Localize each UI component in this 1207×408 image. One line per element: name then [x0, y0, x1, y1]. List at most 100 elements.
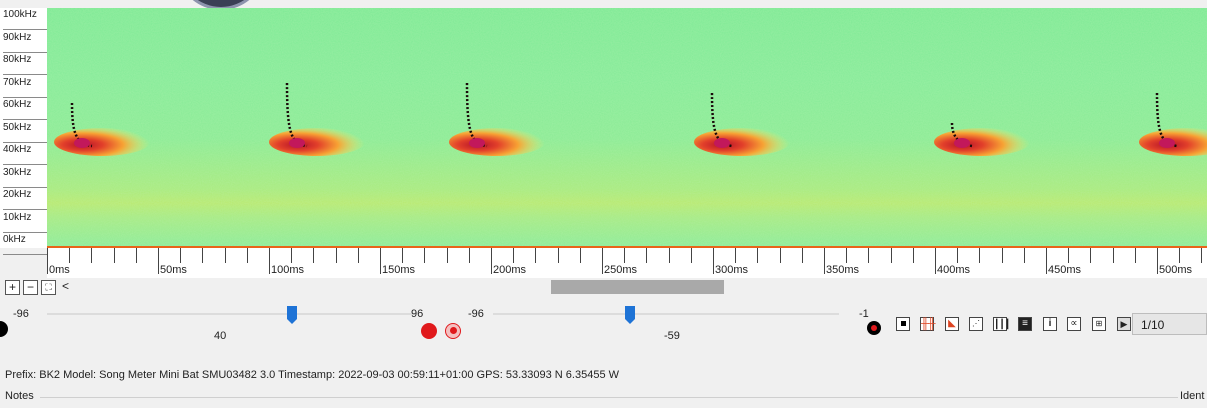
time-tick [801, 248, 803, 263]
frequency-tick-label: 30kHz [3, 166, 47, 188]
right-slider-track[interactable] [493, 313, 839, 315]
time-tick-label: 100ms [271, 264, 305, 276]
time-tick [1112, 248, 1114, 263]
time-tick-label: 0ms [49, 264, 70, 276]
bat-call [269, 82, 365, 156]
time-tick [424, 248, 426, 263]
time-tick [713, 248, 714, 274]
time-tick [935, 248, 936, 274]
spectrogram-calls [47, 8, 1207, 246]
time-tick [69, 248, 71, 263]
time-tick-label: 50ms [160, 264, 187, 276]
time-tick [1134, 248, 1136, 263]
time-tick [579, 248, 581, 263]
time-tick [535, 248, 537, 263]
time-tick [113, 248, 115, 263]
time-tick [47, 248, 48, 274]
time-tick [1201, 248, 1203, 263]
waveform-icon[interactable]: ╫╫ [920, 317, 936, 331]
time-tick [624, 248, 626, 263]
record-dot-icon[interactable] [421, 323, 437, 339]
marker-icon[interactable]: ◣ [945, 317, 959, 331]
left-slider-max-label: 96 [411, 308, 424, 320]
stop-icon[interactable] [896, 317, 910, 331]
frequency-tick-label: 10kHz [3, 211, 47, 233]
time-tick [890, 248, 892, 263]
time-tick [868, 248, 870, 263]
time-tick [824, 248, 825, 274]
ident-label: Ident [1180, 390, 1205, 402]
time-tick [135, 248, 137, 263]
right-slider-thumb[interactable] [625, 306, 635, 324]
frequency-axis: 100kHz 90kHz 80kHz 70kHz 60kHz 50kHz 40kHz 30kH… [0, 8, 47, 255]
frequency-tick-label: 20kHz [3, 188, 47, 210]
time-tick [357, 248, 359, 263]
time-tick [446, 248, 448, 263]
time-tick-label: 200ms [493, 264, 527, 276]
time-tick [1068, 248, 1070, 263]
page-indicator: 1/10 [1132, 313, 1207, 335]
time-tick [912, 248, 914, 263]
time-tick [246, 248, 248, 263]
time-axis: 0ms 50ms 100ms 150ms 200ms 250ms 300ms 350ms 400… [47, 248, 1207, 278]
notes-separator [40, 397, 1178, 398]
time-tick [202, 248, 204, 263]
left-handle-icon [0, 321, 14, 337]
time-tick [957, 248, 959, 263]
frequency-tick-label: 0kHz [3, 233, 47, 255]
time-tick [402, 248, 404, 263]
spectrogram[interactable] [47, 8, 1207, 246]
frequency-tick-label: 50kHz [3, 121, 47, 143]
zoom-fit-button[interactable]: ⛶ [41, 280, 56, 295]
table-icon[interactable]: ⊞ [1092, 317, 1106, 331]
time-tick [1023, 248, 1025, 263]
bat-call [449, 82, 545, 156]
left-slider-track[interactable] [47, 313, 415, 315]
time-tick [158, 248, 159, 274]
time-axis-baseline [47, 246, 1207, 248]
time-tick [1090, 248, 1092, 263]
frequency-tick-label: 70kHz [3, 76, 47, 98]
time-tick [269, 248, 270, 274]
time-tick [846, 248, 848, 263]
frequency-tick-label: 60kHz [3, 98, 47, 120]
time-tick [1001, 248, 1003, 263]
scroll-left-icon[interactable]: < [62, 279, 70, 293]
record-toggle-icon[interactable] [867, 321, 881, 335]
time-tick [291, 248, 293, 263]
zoom-out-button[interactable]: − [23, 280, 38, 295]
time-tick [735, 248, 737, 263]
time-tick-label: 250ms [604, 264, 638, 276]
time-tick [1179, 248, 1181, 263]
time-tick [335, 248, 337, 263]
horizontal-scrollbar-thumb[interactable] [551, 280, 724, 294]
time-tick [513, 248, 515, 263]
time-tick [91, 248, 93, 263]
zoom-in-button[interactable]: + [5, 280, 20, 295]
time-tick [224, 248, 226, 263]
time-tick-label: 350ms [826, 264, 860, 276]
record-target-icon[interactable] [445, 323, 461, 339]
time-tick [979, 248, 981, 263]
time-tick [491, 248, 492, 274]
time-tick [180, 248, 182, 263]
left-slider-thumb[interactable] [287, 306, 297, 324]
frequency-tick-label: 40kHz [3, 143, 47, 165]
time-tick [313, 248, 315, 263]
time-tick-label: 500ms [1159, 264, 1193, 276]
columns-icon[interactable]: ┃┃┃ [993, 317, 1011, 331]
time-tick [557, 248, 559, 263]
time-tick-label: 300ms [715, 264, 749, 276]
bat-call [54, 102, 150, 156]
play-icon[interactable]: ▶ [1117, 317, 1131, 331]
time-tick [779, 248, 781, 263]
info-icon[interactable]: i [1043, 317, 1057, 331]
select-icon[interactable]: ⋰ [969, 317, 983, 331]
right-slider-min-label: -96 [468, 308, 484, 320]
alpha-icon[interactable]: ∝ [1067, 317, 1081, 331]
list-icon[interactable]: ≡ [1018, 317, 1032, 331]
bat-call [1139, 92, 1207, 156]
time-tick-label: 400ms [937, 264, 971, 276]
recording-info: Prefix: BK2 Model: Song Meter Mini Bat S… [5, 369, 620, 381]
left-slider-value: 40 [214, 330, 227, 342]
